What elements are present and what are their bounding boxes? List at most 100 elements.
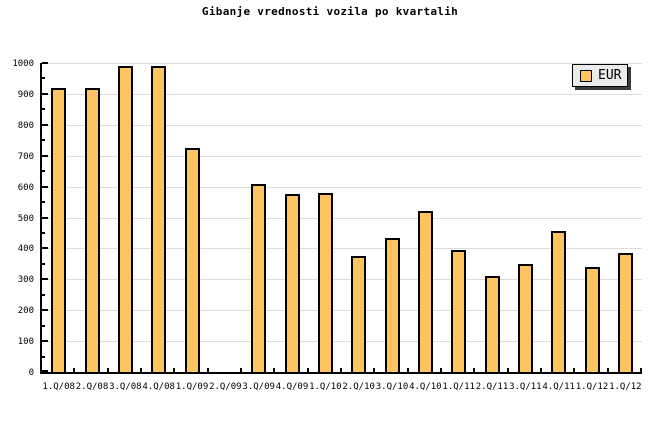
bar	[351, 256, 367, 372]
gridline	[42, 93, 642, 95]
x-axis-tick	[373, 368, 376, 372]
y-axis-label: 800	[17, 120, 34, 131]
x-axis-tick	[106, 368, 109, 372]
x-axis-label: 4.Q/08	[142, 382, 175, 392]
bar	[484, 276, 500, 372]
gridline	[42, 63, 642, 64]
y-axis-tick	[42, 370, 48, 372]
x-axis-label: 2.Q/11	[475, 382, 509, 392]
x-axis-label: 1.Q/08	[42, 382, 75, 392]
y-axis-tick	[42, 123, 48, 126]
bar	[584, 267, 600, 372]
y-axis-label: 0	[28, 368, 34, 378]
x-axis-tick	[140, 368, 142, 372]
y-axis-label: 600	[17, 182, 34, 193]
plot-area	[40, 62, 642, 374]
gridline	[42, 124, 642, 126]
x-axis-label: 1.Q/12	[609, 382, 642, 392]
y-axis-tick	[42, 92, 48, 95]
bar	[417, 211, 433, 372]
x-axis-tick	[306, 368, 309, 372]
x-axis-label: 3.Q/09	[242, 382, 275, 392]
x-axis-label: 4.Q/09	[275, 382, 309, 392]
legend-swatch-icon	[580, 69, 592, 82]
y-axis-label: 1000	[12, 59, 34, 69]
gridline	[42, 155, 642, 157]
x-axis-tick	[473, 368, 476, 372]
x-axis-label: 3.Q/11	[509, 382, 542, 392]
bar	[117, 66, 133, 372]
bar	[384, 238, 400, 372]
y-axis-label: 200	[17, 306, 34, 317]
bar	[317, 193, 333, 372]
y-axis-minor-tick	[42, 139, 45, 142]
x-axis-tick	[540, 368, 542, 372]
gridline	[42, 186, 642, 188]
x-axis-label: 3.Q/10	[375, 382, 409, 392]
x-axis-label: 4.Q/10	[409, 382, 442, 392]
bar	[284, 194, 300, 372]
gridline	[42, 217, 642, 219]
y-axis-label: 100	[17, 337, 34, 348]
x-axis-label: 1.Q/10	[309, 382, 342, 392]
x-axis-label: 2.Q/09	[209, 382, 242, 392]
y-axis-label: 300	[17, 275, 34, 286]
bar	[451, 250, 467, 372]
y-axis-minor-tick	[42, 231, 45, 234]
x-axis-tick	[640, 368, 642, 372]
legend-label: EUR	[598, 68, 622, 83]
x-axis-label: 3.Q/08	[109, 382, 142, 392]
y-axis-minor-tick	[42, 170, 45, 173]
bar	[517, 264, 533, 372]
x-axis-label: 1.Q/09	[175, 382, 209, 392]
y-axis-tick	[42, 216, 48, 219]
y-axis-tick	[42, 62, 48, 64]
gridline	[42, 248, 642, 250]
y-axis-label: 500	[17, 213, 34, 224]
gridline	[42, 341, 642, 343]
y-axis-minor-tick	[42, 77, 45, 80]
x-axis-tick	[273, 368, 276, 372]
x-axis-label: 2.Q/10	[342, 382, 375, 392]
x-axis-tick	[506, 368, 509, 372]
x-axis-tick	[606, 368, 609, 372]
x-axis-label: 2.Q/08	[75, 382, 109, 392]
y-axis-tick	[42, 185, 48, 188]
legend: EUR	[572, 64, 628, 87]
y-axis-tick	[42, 278, 48, 281]
bar	[84, 88, 100, 372]
gridline	[42, 279, 642, 281]
x-axis-tick	[340, 368, 342, 372]
x-axis-tick	[73, 368, 76, 372]
y-axis-minor-tick	[42, 355, 45, 358]
bar	[251, 184, 267, 372]
x-axis-tick	[206, 368, 209, 372]
bar	[151, 66, 167, 372]
x-axis-label: 4.Q/11	[542, 382, 575, 392]
x-axis-tick	[173, 368, 176, 372]
y-axis-tick	[42, 309, 48, 312]
bar	[551, 231, 567, 372]
bar	[51, 88, 67, 372]
y-axis-label: 400	[17, 244, 34, 255]
x-axis-tick	[240, 368, 242, 372]
y-axis-minor-tick	[42, 324, 45, 327]
x-axis-tick	[406, 368, 409, 372]
y-axis-minor-tick	[42, 262, 45, 265]
x-axis-labels: 1.Q/08 2.Q/08 3.Q/08 4.Q/08 1.Q/09 2.Q/09 3.Q/…	[42, 381, 642, 395]
y-axis-minor-tick	[42, 201, 45, 204]
bar	[617, 253, 633, 372]
x-axis-label: 1.Q/12	[575, 382, 609, 392]
y-axis-labels: 0 100 200 300 400 500 600 700 800 900 1000	[0, 59, 34, 378]
gridline	[42, 310, 642, 312]
y-axis-tick	[42, 340, 48, 343]
y-axis-minor-tick	[42, 293, 45, 296]
y-axis-tick	[42, 247, 48, 250]
y-axis-tick	[42, 154, 48, 157]
bar	[184, 148, 200, 372]
chart-title: Gibanje vrednosti vozila po kvartalih	[201, 5, 459, 18]
x-axis-tick	[440, 368, 442, 372]
x-axis-tick	[573, 368, 576, 372]
y-axis-label: 700	[17, 151, 34, 162]
